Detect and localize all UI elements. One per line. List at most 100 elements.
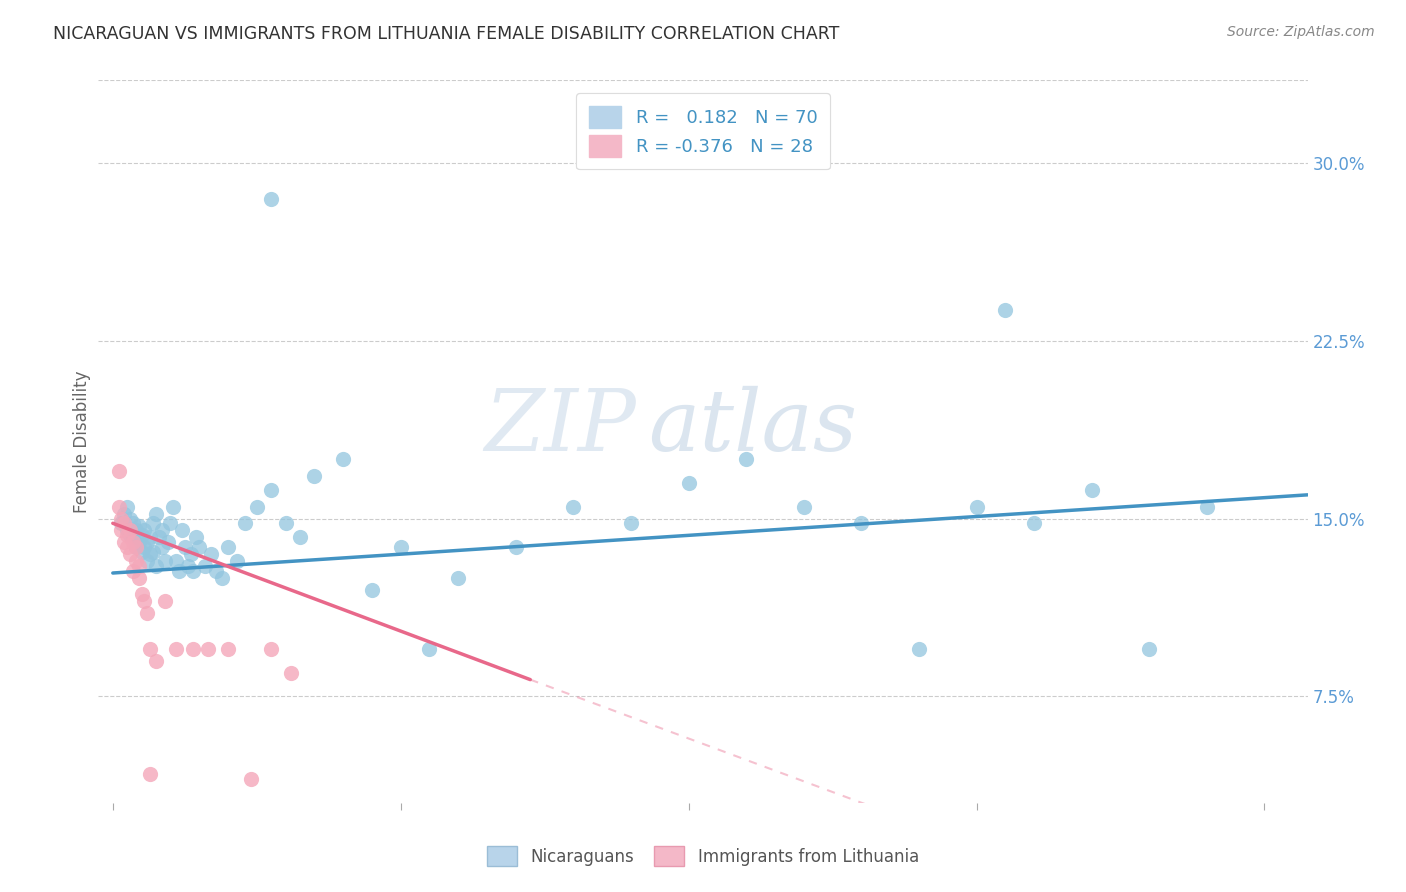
Point: [260, 192, 283, 206]
Point: [120, 547, 142, 561]
Point: [145, 654, 167, 668]
Point: [260, 641, 283, 656]
Point: [128, 571, 150, 585]
Point: [994, 303, 1017, 318]
Point: [165, 641, 187, 656]
Point: [142, 516, 165, 531]
Point: [170, 524, 193, 538]
Point: [159, 516, 181, 531]
Point: [418, 641, 440, 656]
Point: [851, 516, 873, 531]
Legend: R =   0.182   N = 70, R = -0.376   N = 28: R = 0.182 N = 70, R = -0.376 N = 28: [576, 93, 830, 169]
Point: [139, 641, 162, 656]
Point: [115, 528, 138, 542]
Point: [107, 464, 129, 478]
Point: [115, 500, 138, 514]
Point: [240, 772, 263, 786]
Point: [165, 554, 187, 568]
Point: [139, 767, 162, 781]
Point: [131, 544, 153, 558]
Point: [112, 516, 135, 531]
Point: [183, 564, 205, 578]
Point: [217, 540, 239, 554]
Point: [122, 516, 145, 531]
Point: [194, 558, 217, 573]
Text: atlas: atlas: [648, 385, 858, 468]
Point: [288, 531, 311, 545]
Point: [1080, 483, 1102, 497]
Point: [136, 607, 159, 621]
Point: [142, 544, 165, 558]
Point: [125, 540, 148, 554]
Point: [1137, 641, 1160, 656]
Point: [112, 535, 135, 549]
Point: [908, 641, 931, 656]
Point: [115, 540, 138, 554]
Point: [562, 500, 585, 514]
Y-axis label: Female Disability: Female Disability: [73, 370, 91, 513]
Point: [1195, 500, 1218, 514]
Point: [122, 535, 145, 549]
Text: ZIP: ZIP: [485, 385, 637, 468]
Point: [280, 665, 302, 680]
Point: [447, 571, 470, 585]
Point: [122, 564, 145, 578]
Point: [183, 641, 205, 656]
Point: [136, 535, 159, 549]
Point: [122, 531, 145, 545]
Text: NICARAGUAN VS IMMIGRANTS FROM LITHUANIA FEMALE DISABILITY CORRELATION CHART: NICARAGUAN VS IMMIGRANTS FROM LITHUANIA …: [53, 25, 839, 43]
Point: [128, 535, 150, 549]
Point: [112, 507, 135, 521]
Point: [176, 558, 198, 573]
Point: [678, 475, 700, 490]
Point: [205, 564, 228, 578]
Point: [120, 528, 142, 542]
Point: [153, 594, 176, 608]
Point: [197, 641, 219, 656]
Point: [110, 516, 132, 531]
Point: [188, 540, 211, 554]
Point: [793, 500, 815, 514]
Point: [162, 500, 184, 514]
Point: [1022, 516, 1045, 531]
Point: [125, 554, 148, 568]
Point: [173, 540, 195, 554]
Point: [145, 558, 167, 573]
Point: [110, 524, 132, 538]
Point: [150, 524, 173, 538]
Point: [153, 554, 176, 568]
Point: [966, 500, 988, 514]
Point: [225, 554, 247, 568]
Point: [136, 554, 159, 568]
Point: [274, 516, 297, 531]
Point: [186, 531, 208, 545]
Point: [200, 547, 222, 561]
Point: [167, 564, 190, 578]
Text: Source: ZipAtlas.com: Source: ZipAtlas.com: [1227, 25, 1375, 39]
Point: [389, 540, 412, 554]
Point: [125, 540, 148, 554]
Point: [246, 500, 269, 514]
Point: [110, 511, 132, 525]
Point: [131, 528, 153, 542]
Point: [128, 518, 150, 533]
Point: [735, 452, 758, 467]
Point: [332, 452, 354, 467]
Point: [139, 547, 162, 561]
Point: [107, 500, 129, 514]
Point: [145, 507, 167, 521]
Point: [156, 535, 179, 549]
Point: [134, 540, 156, 554]
Point: [115, 524, 138, 538]
Point: [180, 547, 202, 561]
Point: [125, 524, 148, 538]
Point: [260, 483, 283, 497]
Point: [304, 469, 326, 483]
Point: [233, 516, 256, 531]
Legend: Nicaraguans, Immigrants from Lithuania: Nicaraguans, Immigrants from Lithuania: [479, 838, 927, 875]
Point: [139, 531, 162, 545]
Point: [131, 587, 153, 601]
Point: [134, 524, 156, 538]
Point: [505, 540, 527, 554]
Point: [120, 524, 142, 538]
